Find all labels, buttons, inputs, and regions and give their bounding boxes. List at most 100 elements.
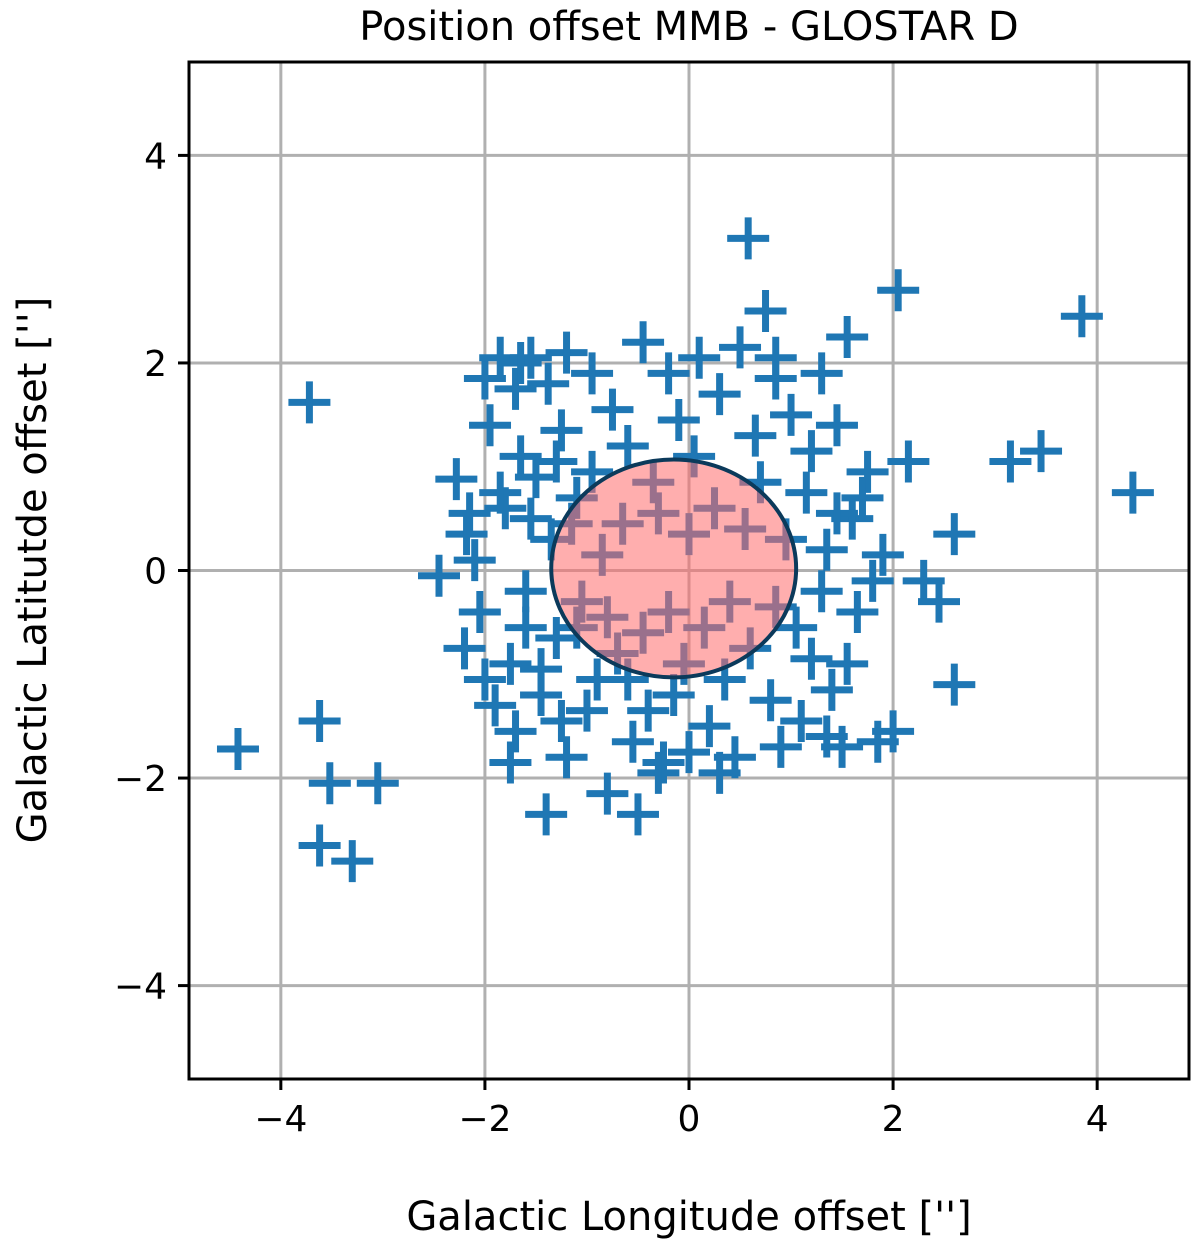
scatter-point — [453, 539, 496, 582]
scatter-point — [851, 559, 894, 602]
scatter-point — [846, 450, 889, 493]
scatter-point — [298, 699, 341, 742]
scatter-point — [698, 751, 741, 794]
scatter-point — [989, 440, 1032, 483]
scatter-point — [535, 440, 578, 483]
scatter-point — [489, 741, 532, 784]
scatter-point — [642, 741, 685, 784]
scatter-point — [826, 642, 869, 685]
scatter-point — [719, 326, 762, 369]
scatter-point — [744, 290, 787, 333]
y-tick-label: −4 — [114, 967, 167, 1008]
scatter-point — [535, 616, 578, 659]
scatter-point — [800, 352, 843, 395]
scatter-point — [616, 793, 659, 836]
scatter-point — [759, 725, 802, 768]
scatter-point — [815, 404, 858, 447]
axis-ticks: −4 −2 0 2 4 −4 −2 0 2 4 — [114, 136, 1109, 1140]
scatter-point — [698, 373, 741, 416]
scatter-point — [622, 321, 665, 364]
scatter-point — [754, 336, 797, 379]
scatter-point — [790, 637, 833, 680]
scatter-point — [435, 458, 478, 501]
chart-title: Position offset MMB - GLOSTAR D — [359, 4, 1018, 50]
scatter-point — [216, 727, 259, 770]
scatter-point — [657, 399, 700, 442]
scatter-point — [494, 367, 537, 410]
scatter-point — [933, 663, 976, 706]
scatter-point — [331, 840, 374, 883]
scatter-point — [356, 762, 399, 805]
scatter-point — [836, 591, 879, 634]
scatter-point — [463, 658, 506, 701]
scatter-point — [298, 824, 341, 867]
scatter-point — [775, 606, 818, 649]
x-tick-label: −4 — [254, 1099, 307, 1140]
scatter-point — [688, 705, 731, 748]
scatter-point — [418, 554, 460, 597]
scatter-point — [647, 352, 690, 395]
scatter-point — [678, 336, 721, 379]
scatter-point — [611, 720, 654, 763]
scatter-point — [509, 336, 552, 379]
scatter-point — [545, 331, 588, 374]
scatter-point — [887, 440, 930, 483]
scatter-point — [474, 684, 517, 727]
scatter-point — [591, 388, 634, 431]
scatter-point — [565, 689, 608, 732]
scatter-point — [540, 699, 583, 742]
scatter-point — [509, 497, 552, 540]
y-tick-label: 2 — [144, 344, 167, 385]
x-tick-label: 4 — [1086, 1099, 1109, 1140]
scatter-point — [841, 476, 884, 519]
scatter-point — [805, 528, 848, 571]
scatter-point — [458, 591, 501, 634]
scatter-point — [727, 217, 770, 260]
scatter-point — [1111, 471, 1154, 514]
scatter-point — [443, 627, 486, 670]
scatter-point — [1060, 295, 1103, 338]
scatter-point — [800, 570, 843, 613]
scatter-point — [790, 430, 833, 473]
scatter-point — [810, 668, 853, 711]
scatter-point — [479, 471, 522, 514]
scatter-point — [652, 674, 695, 717]
uncertainty-ellipse-group — [549, 457, 799, 680]
scatter-point — [877, 269, 920, 312]
scatter-point — [815, 492, 858, 535]
scatter-point — [606, 424, 649, 467]
scatter-point — [918, 580, 960, 623]
x-tick-label: 0 — [678, 1099, 701, 1140]
y-axis-label: Galactic Latitutde offset [''] — [10, 297, 56, 844]
scatter-point — [520, 648, 563, 691]
scatter-point — [770, 393, 813, 436]
scatter-point — [734, 414, 777, 457]
scatter-point — [525, 793, 568, 836]
scatter-point — [749, 679, 792, 722]
scatter-point — [933, 513, 976, 556]
scatter-point — [499, 341, 542, 384]
scatter-point — [469, 404, 512, 447]
scatter-point — [545, 736, 588, 779]
scatter-point — [504, 570, 547, 613]
x-tick-label: −2 — [458, 1099, 511, 1140]
y-tick-label: 0 — [144, 552, 167, 593]
x-tick-label: 2 — [882, 1099, 905, 1140]
x-axis-label: Galactic Longitude offset [''] — [406, 1194, 971, 1240]
scatter-point — [308, 762, 351, 805]
scatter-point — [668, 731, 710, 774]
uncertainty-ellipse — [549, 457, 799, 680]
y-tick-label: −2 — [114, 759, 167, 800]
scatter-point — [527, 362, 570, 405]
scatter-point — [489, 642, 532, 685]
scatter-point — [826, 316, 869, 359]
scatter-point — [504, 606, 547, 649]
scatter-point — [448, 492, 491, 535]
scatter-point — [780, 699, 823, 742]
scatter-point — [805, 715, 848, 758]
scatter-point — [785, 471, 828, 514]
scatter-point — [586, 772, 629, 815]
scatter-point — [494, 710, 537, 753]
scatter-point — [627, 689, 670, 732]
